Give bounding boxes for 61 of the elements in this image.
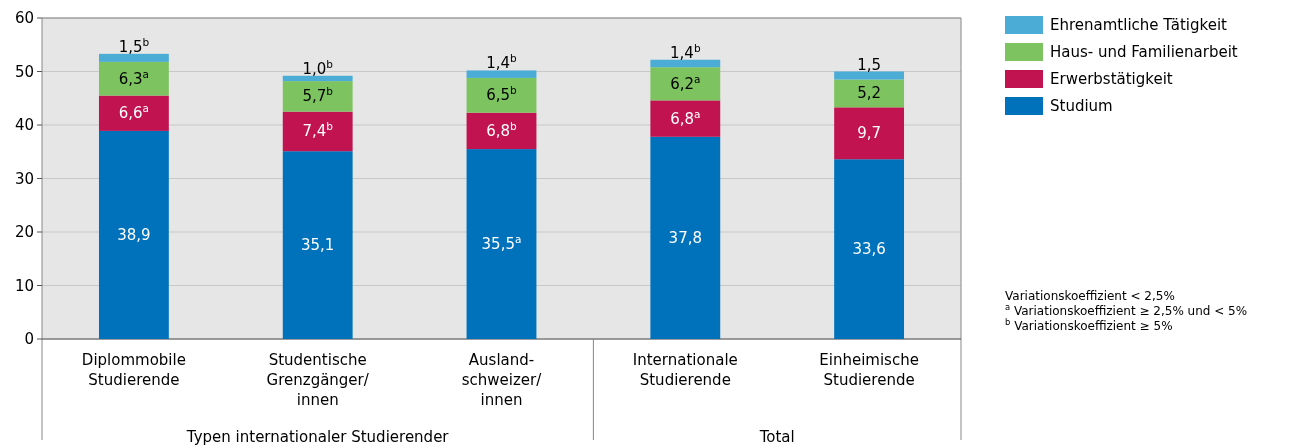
legend-label: Studium <box>1050 97 1113 115</box>
text: Typen internationaler Studierender <box>185 428 450 446</box>
bar <box>834 107 905 160</box>
text: Total <box>758 428 795 446</box>
bar <box>466 112 537 150</box>
x-tick-label: Diplommobile Studierende <box>81 351 186 389</box>
data-label: 38,9 <box>117 225 151 244</box>
data-label: 7,4$^{b}$ <box>302 120 334 141</box>
bar <box>282 111 353 152</box>
y-tick-label: 10 <box>14 276 34 295</box>
y-tick-label: 0 <box>24 330 34 349</box>
data-label: 37,8 <box>668 228 702 247</box>
x-tick-label: Einheimische Studierende <box>819 351 919 389</box>
bar <box>98 61 169 96</box>
y-tick-label: 40 <box>14 116 34 135</box>
data-label: 1,4$^{b}$ <box>486 52 518 73</box>
data-label: 6,3$^{a}$ <box>118 67 150 88</box>
text: $^{a}$ Variationskoeffizient ≥ 2,5% und < 5% <box>1005 302 1248 318</box>
bar <box>98 53 169 62</box>
bar <box>98 95 169 131</box>
bar <box>282 81 353 112</box>
data-label: 1,5 <box>857 55 882 74</box>
bar <box>650 67 721 101</box>
bar <box>834 159 905 339</box>
bar <box>650 136 721 339</box>
bar <box>650 100 721 137</box>
y-tick-label: 60 <box>14 9 34 28</box>
y-tick-label: 20 <box>14 223 34 242</box>
bar <box>466 149 537 339</box>
x-tick-label: Ausland- schweizer/ innen <box>461 351 543 409</box>
x-tick-label: Internationale Studierende <box>632 351 738 389</box>
data-label: 35,5$^{a}$ <box>481 233 522 254</box>
text: $^{b}$ Variationskoeffizient ≥ 5% <box>1005 317 1173 333</box>
data-label: 9,7 <box>857 124 882 143</box>
legend-label: Erwerbstätigkeit <box>1050 70 1173 88</box>
text: Variationskoeffizient < 2,5% <box>1005 289 1175 303</box>
data-label: 6,8$^{b}$ <box>486 119 518 140</box>
data-label: 33,6 <box>852 240 886 259</box>
data-label: 5,7$^{b}$ <box>302 85 334 106</box>
data-label: 1,0$^{b}$ <box>302 57 334 78</box>
bar <box>466 70 537 78</box>
data-label: 1,5$^{b}$ <box>118 35 150 56</box>
bar <box>650 59 721 68</box>
x-tick-label: Studentische Grenzgänger/ innen <box>266 351 370 409</box>
y-tick-label: 30 <box>14 169 34 188</box>
data-label: 6,5$^{b}$ <box>486 84 518 105</box>
data-label: 6,8$^{a}$ <box>670 107 701 128</box>
data-label: 6,2$^{a}$ <box>670 72 701 93</box>
bar <box>834 79 905 108</box>
bar <box>834 71 905 80</box>
legend-label: Ehrenamtliche Tätigkeit <box>1050 16 1228 34</box>
data-label: 1,4$^{b}$ <box>670 41 701 62</box>
bar <box>282 151 353 339</box>
data-label: 35,1 <box>301 236 335 255</box>
bar <box>98 130 169 339</box>
data-label: 5,2 <box>857 84 882 103</box>
legend-label: Haus- und Familienarbeit <box>1050 43 1238 61</box>
bar <box>282 75 353 82</box>
bar <box>466 77 537 113</box>
data-label: 6,6$^{a}$ <box>118 102 150 123</box>
y-tick-label: 50 <box>14 62 34 81</box>
